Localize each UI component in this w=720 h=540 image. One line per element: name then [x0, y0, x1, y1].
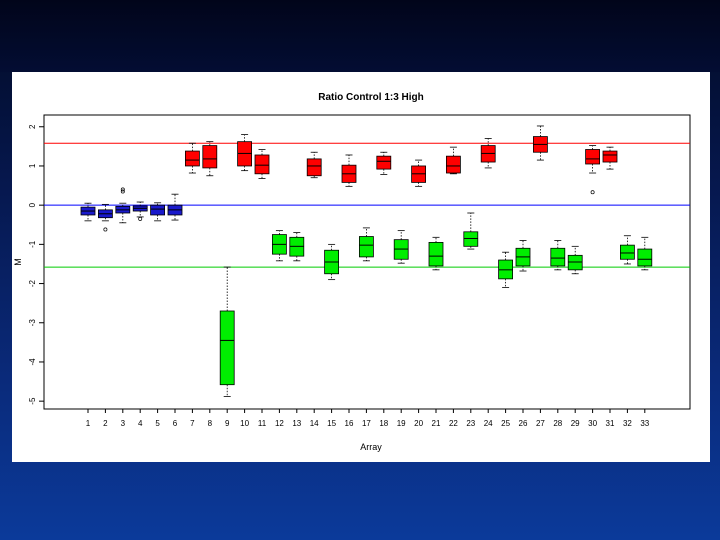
x-tick-label: 29 — [571, 419, 580, 428]
plot-frame — [43, 114, 691, 410]
y-tick-label: 2 — [28, 124, 37, 129]
box-17 — [358, 236, 374, 258]
chart-title: Ratio Control 1:3 High — [318, 92, 424, 103]
x-tick-label: 30 — [588, 419, 597, 428]
box-33 — [637, 248, 653, 267]
box-28 — [550, 247, 566, 267]
box-31 — [602, 150, 618, 163]
outlier-point — [103, 227, 108, 232]
x-tick-label: 11 — [258, 419, 267, 428]
x-tick-label: 16 — [345, 419, 354, 428]
x-tick-label: 6 — [173, 419, 178, 428]
x-tick-label: 23 — [466, 419, 475, 428]
y-tick-label: -4 — [28, 358, 37, 366]
y-tick-label: -2 — [28, 279, 37, 287]
x-tick-label: 25 — [501, 419, 510, 428]
x-tick-label: 9 — [225, 419, 230, 428]
x-tick-label: 4 — [138, 419, 143, 428]
x-tick-label: 27 — [536, 419, 545, 428]
y-tick-label: -5 — [28, 397, 37, 405]
box-22 — [445, 155, 461, 174]
x-tick-label: 5 — [155, 419, 160, 428]
y-tick-label: -3 — [28, 319, 37, 327]
x-tick-label: 21 — [432, 419, 441, 428]
x-tick-label: 26 — [519, 419, 528, 428]
x-tick-label: 10 — [240, 419, 249, 428]
outlier-point — [138, 216, 143, 221]
box-7 — [184, 150, 200, 167]
box-32 — [620, 244, 635, 260]
x-tick-label: 3 — [121, 419, 126, 428]
x-tick-label: 15 — [327, 419, 336, 428]
box-29 — [567, 254, 583, 271]
x-tick-label: 31 — [606, 419, 615, 428]
box-18 — [376, 155, 392, 170]
box-5 — [150, 204, 166, 216]
box-8 — [202, 145, 218, 169]
box-30 — [585, 149, 600, 165]
x-tick-label: 32 — [623, 419, 632, 428]
x-tick-label: 19 — [397, 419, 406, 428]
box-21 — [428, 241, 444, 267]
x-tick-label: 8 — [208, 419, 213, 428]
x-tick-label: 20 — [414, 419, 423, 428]
x-axis-label: Array — [360, 442, 382, 452]
box-14 — [306, 158, 322, 177]
boxplot-chart: Ratio Control 1:3 High Array M -5 -4 -3 -2 -… — [13, 92, 691, 452]
outlier-point — [590, 190, 595, 195]
x-tick-label: 24 — [484, 419, 493, 428]
y-tick-label: 1 — [28, 163, 37, 168]
x-tick-label: 33 — [640, 419, 649, 428]
y-tick-label: -1 — [28, 240, 37, 248]
x-tick-label: 14 — [310, 419, 319, 428]
chart-panel: Ratio Control 1:3 High Array M -5 -4 -3 -2 -… — [12, 72, 710, 462]
slide-header-band — [0, 0, 720, 72]
x-tick-label: 22 — [449, 419, 458, 428]
x-tick-label: 18 — [379, 419, 388, 428]
x-tick-label: 13 — [292, 419, 301, 428]
box-11 — [254, 154, 270, 175]
y-axis-label: M — [13, 258, 23, 266]
x-tick-label: 1 — [86, 419, 91, 428]
x-tick-label: 2 — [103, 419, 108, 428]
box-9 — [219, 310, 235, 386]
x-tick-label: 12 — [275, 419, 284, 428]
y-tick-label: 0 — [28, 202, 37, 207]
box-23 — [463, 231, 479, 247]
x-tick-label: 7 — [190, 419, 195, 428]
outlier-point — [120, 187, 125, 192]
x-tick-label: 17 — [362, 419, 371, 428]
x-tick-label: 28 — [553, 419, 562, 428]
outlier-point — [120, 189, 125, 194]
